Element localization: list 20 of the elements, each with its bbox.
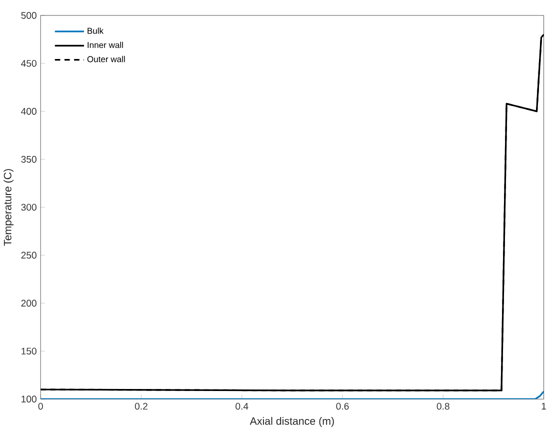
y-axis-title: Temperature (C) xyxy=(4,168,14,246)
y-tick-label: 300 xyxy=(21,204,36,210)
x-tick-label: 1 xyxy=(542,402,546,410)
y-tick-label: 500 xyxy=(21,12,36,19)
y-tick-label: 350 xyxy=(21,156,36,162)
x-tick-label: 0 xyxy=(38,402,43,410)
y-tick-label: 450 xyxy=(21,60,36,67)
y-tick-label: 200 xyxy=(21,300,36,306)
x-tick-label: 0.2 xyxy=(134,402,148,410)
legend-label: Bulk xyxy=(88,27,104,34)
x-tick-label: 0.6 xyxy=(336,402,349,410)
y-tick-label: 100 xyxy=(22,395,36,402)
y-tick-label: 250 xyxy=(21,252,36,258)
legend-label: Outer wall xyxy=(87,56,125,62)
x-tick-label: 0.8 xyxy=(436,402,450,410)
y-tick-label: 150 xyxy=(22,347,36,354)
legend-label: Inner wall xyxy=(88,42,123,48)
x-tick-label: 0.4 xyxy=(236,402,248,410)
y-tick-label: 400 xyxy=(21,108,36,115)
x-axis-title: Axial distance (m) xyxy=(250,416,334,427)
